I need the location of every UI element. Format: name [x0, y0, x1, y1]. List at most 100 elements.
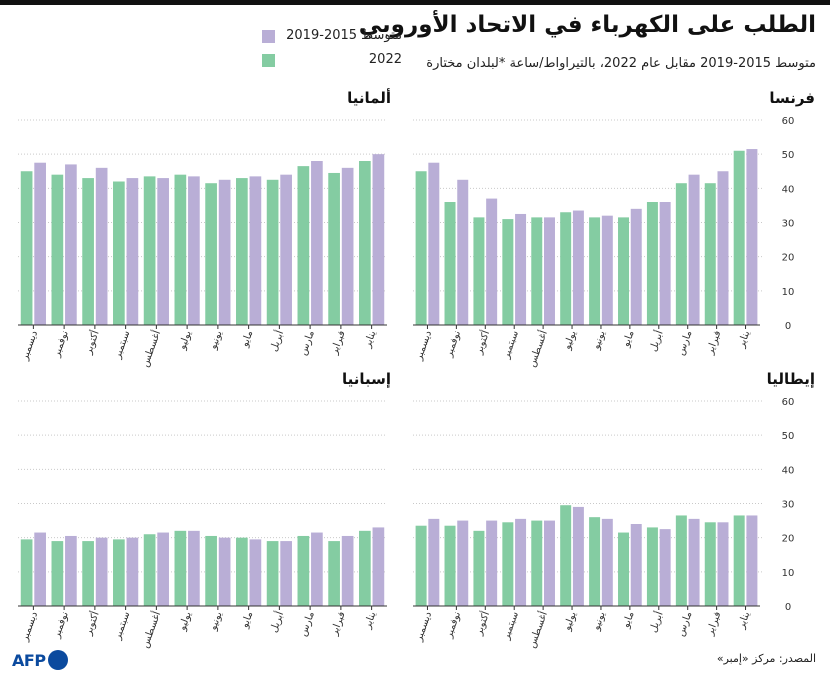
afp-logo-text: AFP	[12, 650, 46, 670]
bar-avg	[428, 162, 440, 325]
month-label: أكتوبر	[471, 609, 492, 637]
bar-avg	[65, 164, 77, 325]
month-label: أبريل	[267, 328, 287, 353]
month-label: يناير	[362, 610, 379, 631]
bar-2022	[20, 171, 33, 325]
legend-item-avg: متوسط 2015-2019	[262, 28, 422, 46]
bar-avg	[688, 518, 700, 606]
bar-avg	[630, 524, 642, 606]
month-label: أبريل	[267, 609, 287, 634]
legend-swatch-2022	[262, 54, 275, 67]
legend-item-2022: 2022	[262, 52, 422, 70]
bar-2022	[704, 522, 716, 606]
bar-avg	[280, 541, 292, 606]
bar-2022	[415, 171, 427, 325]
bar-avg	[249, 176, 262, 325]
month-label: أكتوبر	[81, 328, 102, 356]
month-label: أبريل	[646, 609, 666, 634]
month-label: يناير	[736, 610, 753, 631]
month-label: يوليو	[177, 610, 194, 633]
bar-2022	[328, 541, 340, 606]
bar-avg	[457, 520, 469, 606]
month-label: ديسمبر	[19, 329, 40, 362]
bar-2022	[531, 217, 543, 325]
month-label: يناير	[736, 329, 753, 350]
month-label: فبراير	[704, 610, 723, 638]
legend-label-2022: 2022	[368, 52, 402, 67]
source-note: المصدر: مركز «إمبر»	[716, 652, 816, 665]
bar-2022	[205, 183, 217, 325]
bar-2022	[444, 525, 456, 606]
bar-2022	[444, 202, 456, 325]
month-label: فبراير	[329, 610, 348, 638]
month-label: يونيو	[208, 610, 225, 633]
month-label: أغسطس	[138, 328, 163, 368]
afp-logo: AFP	[12, 650, 68, 670]
bar-2022	[297, 166, 310, 325]
month-label: فبراير	[704, 329, 723, 357]
bar-2022	[236, 537, 248, 606]
bar-2022	[502, 522, 514, 606]
y-tick-label: 50	[782, 150, 795, 161]
bar-2022	[704, 183, 716, 325]
bar-2022	[675, 183, 687, 325]
chart-panel-0: فرنسا 0 10 20 30 40 50 60 يناير فبراير مارس أبريل ما…	[413, 89, 815, 369]
panel-title: ألمانيا	[347, 88, 391, 107]
month-label: نوفمبر	[443, 329, 463, 359]
month-label: يوليو	[177, 329, 194, 352]
bar-avg	[280, 174, 292, 325]
bar-2022	[328, 172, 340, 325]
bar-2022	[618, 532, 630, 606]
month-label: سبتمبر	[501, 329, 522, 361]
month-label: يونيو	[208, 329, 225, 352]
bar-avg	[126, 178, 139, 325]
bar-2022	[82, 178, 94, 325]
y-tick-label: 0	[785, 321, 791, 332]
month-label: سبتمبر	[501, 610, 522, 642]
month-label: مارس	[298, 329, 317, 357]
month-label: نوفمبر	[443, 610, 463, 640]
bar-avg	[34, 532, 46, 606]
bar-avg	[188, 530, 200, 606]
month-label: مارس	[298, 610, 317, 638]
bar-avg	[95, 167, 108, 325]
bar-2022	[560, 505, 572, 606]
bar-avg	[428, 518, 440, 606]
bar-avg	[486, 198, 498, 325]
month-label: أكتوبر	[471, 328, 492, 356]
month-label: أكتوبر	[81, 609, 102, 637]
bar-2022	[266, 541, 279, 606]
chart-subtitle: متوسط 2015-2019 مقابل عام 2022، بالتيراو…	[426, 56, 816, 71]
month-label: يوليو	[562, 329, 579, 352]
month-label: ديسمبر	[413, 610, 434, 643]
bar-2022	[82, 541, 94, 606]
y-tick-label: 30	[782, 500, 795, 511]
month-label: مايو	[239, 610, 255, 630]
bar-avg	[341, 167, 354, 325]
bar-2022	[236, 178, 248, 325]
bar-avg	[65, 535, 77, 606]
bar-2022	[20, 539, 33, 606]
bar-avg	[126, 537, 139, 606]
bar-2022	[589, 217, 601, 325]
y-tick-label: 40	[782, 184, 795, 195]
bar-avg	[572, 506, 584, 606]
month-label: ديسمبر	[413, 329, 434, 362]
panel-title: إيطاليا	[767, 370, 815, 388]
bar-2022	[473, 217, 485, 325]
bar-2022	[205, 535, 217, 606]
y-tick-label: 20	[782, 253, 795, 264]
y-tick-label: 0	[785, 602, 791, 613]
y-tick-label: 40	[782, 465, 795, 476]
y-tick-label: 10	[782, 568, 795, 579]
bar-avg	[659, 529, 671, 606]
month-label: يونيو	[591, 610, 608, 633]
bar-2022	[733, 150, 745, 325]
bar-2022	[51, 541, 64, 606]
y-tick-label: 60	[782, 397, 795, 408]
bar-2022	[502, 219, 514, 325]
month-label: يناير	[362, 329, 379, 350]
bar-avg	[372, 154, 385, 325]
bar-avg	[543, 520, 555, 606]
chart-panel-2: إيطاليا 0 10 20 30 40 50 60 يناير فبراير مارس أبريل…	[413, 370, 815, 650]
